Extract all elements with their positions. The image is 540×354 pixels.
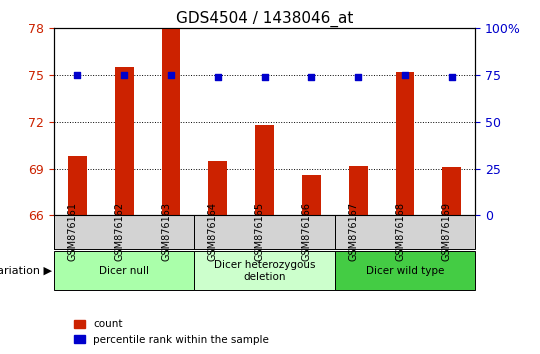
Text: GSM876169: GSM876169 — [442, 202, 452, 261]
Point — [73, 72, 82, 78]
FancyBboxPatch shape — [194, 216, 335, 249]
Text: GSM876166: GSM876166 — [301, 202, 312, 261]
Point — [448, 74, 456, 80]
Bar — [442, 167, 461, 216]
FancyBboxPatch shape — [335, 251, 475, 290]
Text: Dicer null: Dicer null — [99, 266, 149, 276]
Text: GSM876167: GSM876167 — [348, 202, 358, 262]
Point — [354, 74, 362, 80]
Point — [120, 72, 129, 78]
Point — [260, 74, 269, 80]
Text: GSM876165: GSM876165 — [254, 202, 265, 262]
Point — [307, 74, 316, 80]
FancyBboxPatch shape — [335, 216, 475, 249]
Bar — [255, 125, 274, 216]
Title: GDS4504 / 1438046_at: GDS4504 / 1438046_at — [176, 11, 353, 27]
Bar — [68, 156, 87, 216]
Bar — [302, 175, 321, 216]
Point — [213, 74, 222, 80]
Text: GSM876164: GSM876164 — [208, 202, 218, 261]
Text: GSM876161: GSM876161 — [68, 202, 77, 261]
FancyBboxPatch shape — [54, 216, 194, 249]
Text: GSM876162: GSM876162 — [114, 202, 124, 262]
Text: genotype/variation ▶: genotype/variation ▶ — [0, 266, 52, 276]
Bar — [208, 161, 227, 216]
Bar — [115, 67, 133, 216]
Text: Dicer heterozygous
deletion: Dicer heterozygous deletion — [214, 260, 315, 282]
Text: GSM876163: GSM876163 — [161, 202, 171, 261]
Legend: count, percentile rank within the sample: count, percentile rank within the sample — [70, 315, 273, 349]
FancyBboxPatch shape — [54, 251, 194, 290]
Text: Dicer wild type: Dicer wild type — [366, 266, 444, 276]
Text: GSM876168: GSM876168 — [395, 202, 405, 261]
FancyBboxPatch shape — [194, 251, 335, 290]
Point — [167, 72, 176, 78]
Bar — [161, 28, 180, 216]
Point — [401, 72, 409, 78]
Bar — [349, 166, 368, 216]
Bar — [396, 72, 414, 216]
